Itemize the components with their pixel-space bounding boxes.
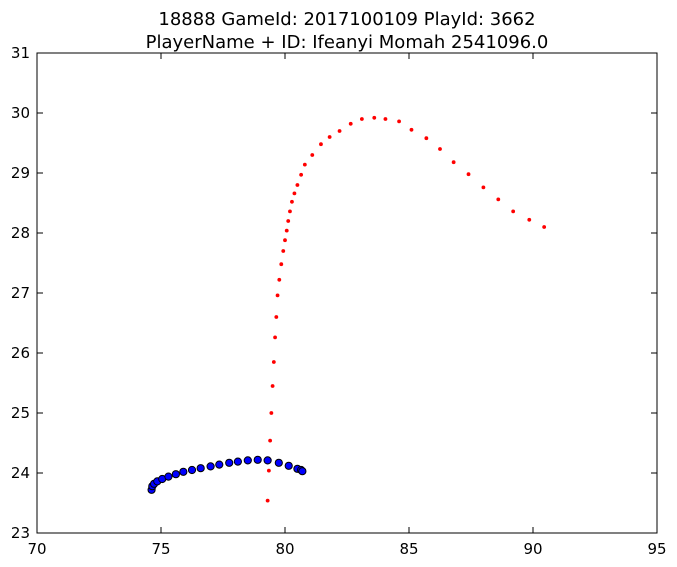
data-point-red [337,129,342,133]
plot-frame [36,52,658,534]
data-point-red [438,147,442,151]
data-point-blue [164,472,173,481]
x-tick-label: 70 [27,540,46,558]
data-point-red [302,162,307,167]
data-point-red [359,117,364,121]
y-tick-label: 28 [11,224,30,242]
data-point-red [372,115,377,120]
data-point-blue [274,458,283,467]
data-point-blue [298,467,307,476]
data-point-red [283,238,287,243]
data-point-red [290,199,294,204]
data-point-red [383,117,388,121]
chart-title-line-1: 18888 GameId: 2017100109 PlayId: 3662 [158,9,535,30]
y-tick-label: 23 [11,524,30,542]
data-point-red [542,225,547,229]
data-point-blue [284,461,293,470]
data-point-blue [233,457,242,466]
y-tick-label: 31 [11,44,30,62]
data-point-red [270,384,275,388]
data-point-red [266,468,271,473]
data-point-blue [187,465,197,475]
x-tick-label: 85 [399,540,418,558]
data-point-red [319,142,323,147]
data-point-red [424,136,429,141]
data-point-blue [206,462,215,471]
data-point-red [271,360,276,364]
data-point-red [281,249,286,253]
data-point-red [327,135,332,139]
data-point-blue [225,458,234,467]
data-point-blue [243,456,252,465]
chart-title-line-2: PlayerName + ID: Ifeanyi Momah 2541096.0 [146,32,549,53]
data-point-red [466,172,471,177]
data-point-red [295,183,300,187]
y-tick-label: 26 [11,344,30,362]
data-point-blue [171,470,180,479]
data-point-red [273,335,277,340]
data-point-blue [215,460,224,469]
data-point-red [310,153,315,157]
data-point-red [451,160,456,165]
data-point-red [397,119,401,124]
data-point-red [496,197,501,202]
data-point-blue [179,467,188,476]
data-point-red [409,127,414,132]
y-tick-label: 29 [11,164,30,182]
data-point-red [274,315,279,319]
data-point-red [269,411,274,415]
data-point-red [268,438,273,443]
data-point-red [288,209,292,214]
data-point-red [265,498,270,503]
plot-area: 70 75 80 85 90 95 23 24 25 26 27 28 29 30 31 [11,44,667,558]
x-tick-label: 90 [523,540,542,558]
data-point-blue [263,456,272,465]
x-tick-label: 75 [151,540,170,558]
data-point-red [275,293,280,298]
y-tick-label: 24 [11,464,30,482]
data-point-red [511,209,516,214]
data-point-red [279,262,284,267]
data-point-red [284,228,289,233]
data-point-red [277,277,282,282]
data-point-red [292,191,297,196]
data-point-red [286,219,291,223]
data-point-red [527,217,532,222]
y-tick-label: 30 [11,104,30,122]
data-point-red [481,185,486,190]
y-tick-label: 27 [11,284,30,302]
x-tick-label: 95 [647,540,666,558]
x-tick-label: 80 [275,540,294,558]
data-point-red [299,172,304,177]
data-point-blue [253,455,262,464]
data-point-blue [196,464,205,473]
data-point-red [348,121,353,126]
y-tick-label: 25 [11,404,30,422]
